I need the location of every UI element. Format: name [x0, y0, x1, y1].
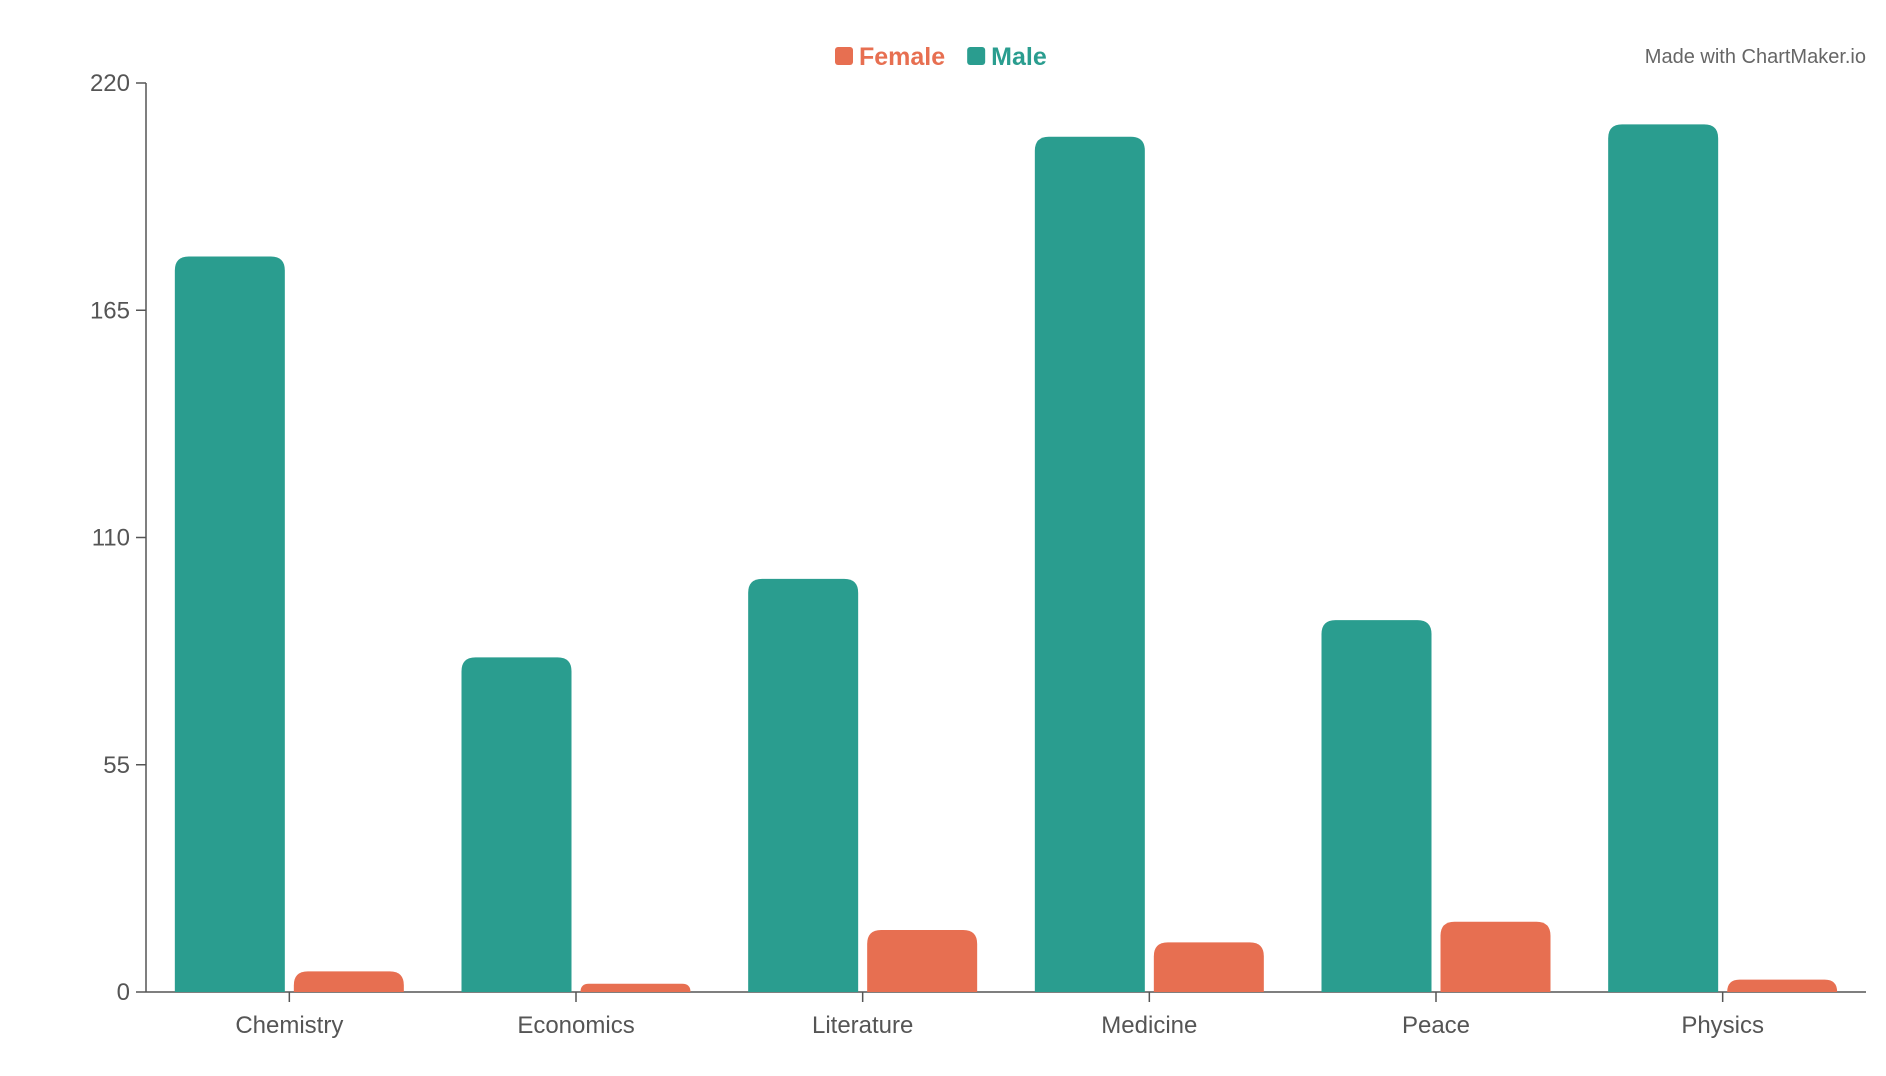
bar-female-physics [1727, 979, 1838, 992]
x-tick-label: Literature [812, 1012, 913, 1039]
y-tick-label: 165 [90, 297, 130, 324]
bar-male-medicine [1034, 136, 1145, 993]
y-axis: 0 55 110 165 220 [90, 70, 147, 1006]
bar-female-economics [580, 983, 691, 992]
bar-male-economics [461, 657, 572, 992]
x-tick-label: Chemistry [235, 1012, 343, 1039]
x-tick-label: Economics [517, 1012, 634, 1039]
y-tick-label: 220 [90, 70, 130, 97]
x-tick-label: Physics [1681, 1012, 1764, 1039]
x-tick-label: Medicine [1101, 1012, 1197, 1039]
bar-female-peace [1440, 921, 1551, 992]
x-axis: Chemistry Economics Literature Medicine Peac… [146, 991, 1866, 1039]
legend-label: Male [991, 43, 1047, 71]
bar-female-chemistry [293, 971, 404, 992]
y-tick-label: 55 [103, 752, 130, 779]
legend-swatch [967, 47, 986, 65]
bar-male-literature [748, 578, 859, 992]
credit-text: Made with ChartMaker.io [1645, 46, 1866, 68]
bar-female-literature [867, 930, 978, 992]
y-tick-label: 110 [92, 525, 130, 552]
legend-item-female[interactable]: Female [835, 43, 945, 71]
bar-male-physics [1608, 124, 1719, 993]
legend-item-male[interactable]: Male [967, 43, 1047, 71]
legend-label: Female [859, 43, 945, 71]
x-tick-label: Peace [1402, 1012, 1470, 1039]
bar-male-peace [1321, 620, 1432, 992]
bars [174, 124, 1838, 993]
legend: Female Male [835, 43, 1047, 71]
y-tick-label: 0 [117, 979, 130, 1006]
legend-swatch [835, 47, 853, 65]
bar-female-medicine [1153, 942, 1264, 992]
bar-male-chemistry [174, 256, 285, 992]
